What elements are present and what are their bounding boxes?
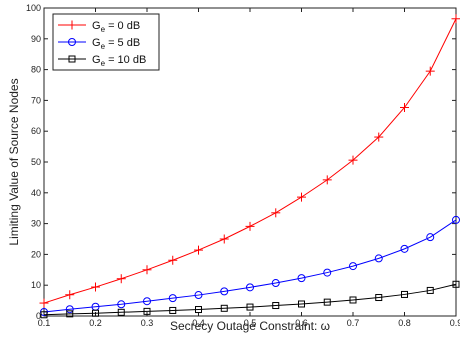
data-point-circle [374,254,383,263]
series-2 [40,280,460,319]
data-point-square [220,304,228,312]
series-line [43,283,457,316]
data-point-circle [400,244,409,253]
data-point-square [375,294,383,302]
data-point-circle [297,274,306,283]
x-axis-label: Secrecy Outage Constraint: ω [170,319,330,333]
x-tick-label: 0.3 [141,318,154,328]
data-point-square [40,311,48,319]
data-point-square [272,302,280,310]
data-point-square [401,290,408,298]
data-point-circle [349,262,357,271]
y-tick-label: 60 [31,126,41,136]
data-point-circle [68,38,76,46]
data-point-circle [117,300,126,309]
x-tick-label: 0.4 [192,318,205,328]
data-point-square [66,310,74,318]
legend-entry-2: Ge = 10 dB [58,54,146,68]
data-point-circle [143,297,151,306]
data-point-circle [271,279,280,288]
y-tick-label: 90 [31,34,41,44]
data-point-square [195,306,202,314]
x-tick-label: 0.5 [244,318,257,328]
data-point-square [143,307,151,315]
y-tick-label: 20 [31,249,41,259]
data-point-circle [323,268,332,277]
data-point-circle [220,287,229,296]
series-group [39,14,460,319]
y-axis-label: Limiting Value of Source Nodes [7,78,21,245]
data-point-circle [246,283,254,292]
x-tick-label: 0.8 [398,318,411,328]
data-point-square [68,55,76,63]
data-point-square [426,286,434,294]
x-tick-label: 0.6 [295,318,308,328]
data-point-circle [426,233,435,242]
y-tick-label: 0 [36,311,41,321]
y-tick-label: 50 [31,157,41,167]
data-point-square [349,296,357,304]
data-point-square [92,309,99,317]
y-tick-label: 40 [31,188,41,198]
legend-label: Ge = 0 dB [92,20,140,34]
data-point-square [323,298,331,306]
y-tick-label: 80 [31,65,41,75]
x-tick-label: 0.7 [347,318,360,328]
x-tick-label: 0.9 [450,318,460,328]
legend-label: Ge = 5 dB [92,37,140,51]
y-tick-label: 70 [31,95,41,105]
data-point-circle [194,291,203,300]
y-tick-label: 30 [31,219,41,229]
data-point-square [298,300,305,308]
data-point-square [452,280,460,288]
series-line [43,219,457,313]
legend-entry-0: Ge = 0 dB [58,20,140,34]
legend-label: Ge = 10 dB [92,54,146,68]
legend: Ge = 0 dB Ge = 5 dB Ge = 10 dB [52,13,160,71]
data-point-circle [65,305,74,314]
y-tick-label: 10 [31,280,41,290]
data-point-circle [168,294,177,303]
legend-entry-1: Ge = 5 dB [58,37,140,51]
data-point-square [117,308,125,316]
data-point-square [246,303,254,311]
y-tick-label: 100 [26,3,41,13]
x-tick-label: 0.2 [89,318,102,328]
data-point-square [169,306,177,314]
series-0 [39,14,460,308]
x-tick-label: 0.1 [38,318,51,328]
